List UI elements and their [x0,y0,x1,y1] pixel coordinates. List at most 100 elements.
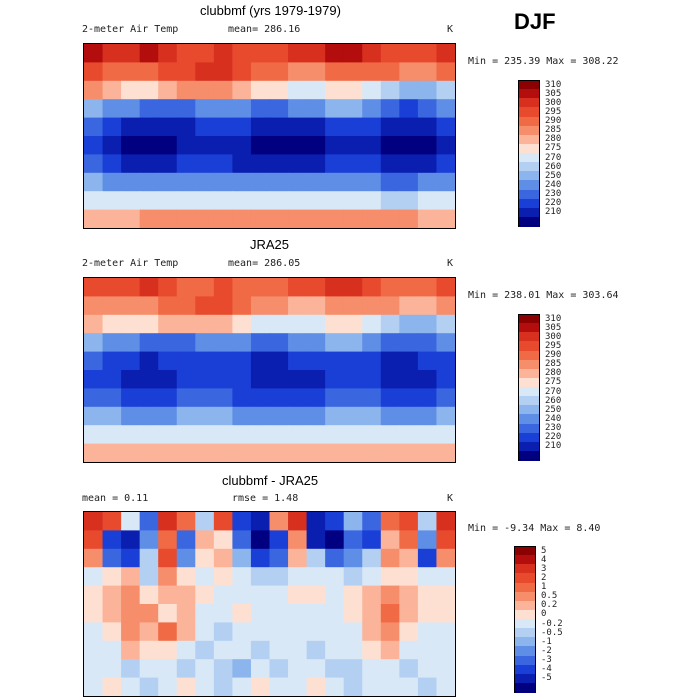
panel-2-heatmap [84,278,455,462]
colorbar-tick-label: 285 [545,125,562,136]
heatmap-cell [269,425,289,445]
heatmap-cell [195,567,215,587]
heatmap-cell [195,640,215,660]
heatmap-cell [158,296,178,316]
heatmap-cell [213,640,233,660]
heatmap-cell [195,80,215,100]
heatmap-cell [195,44,215,63]
heatmap-cell [380,370,400,389]
heatmap-cell [269,62,289,82]
heatmap-cell [158,604,178,623]
heatmap-cell [84,351,104,371]
heatmap-cell [121,172,141,192]
heatmap-cell [288,44,308,63]
colorbar-tick-label: 260 [545,395,562,406]
heatmap-cell [288,333,308,353]
heatmap-cell [84,567,104,587]
heatmap-cell [436,351,455,371]
heatmap-cell [139,80,159,100]
heatmap-cell [362,154,382,174]
heatmap-cell [121,191,141,211]
heatmap-cell [158,314,178,334]
heatmap-cell [325,622,345,642]
heatmap-cell [195,136,215,155]
heatmap-cell [436,659,455,679]
heatmap-cell [362,659,382,679]
heatmap-cell [269,117,289,137]
heatmap-cell [176,388,196,408]
heatmap-cell [213,333,233,353]
heatmap-cell [250,622,271,642]
heatmap-cell [436,677,455,696]
colorbar-tick-label: 260 [545,161,562,172]
heatmap-cell [380,117,400,137]
colorbar-tick-label: 270 [545,386,562,397]
heatmap-cell [325,99,345,119]
heatmap-cell [121,117,141,137]
heatmap-cell [213,44,233,63]
heatmap-cell [325,296,345,316]
heatmap-cell [436,80,455,100]
heatmap-cell [417,314,438,334]
heatmap-cell [195,604,215,623]
heatmap-cell [417,406,438,426]
panel-3-map [83,511,456,697]
heatmap-cell [417,585,438,605]
heatmap-cell [325,425,345,445]
heatmap-cell [195,154,215,174]
heatmap-cell [288,351,308,371]
heatmap-cell [250,640,271,660]
heatmap-cell [232,172,252,192]
heatmap-cell [195,278,215,297]
heatmap-cell [288,567,308,587]
heatmap-cell [195,62,215,82]
heatmap-cell [288,154,308,174]
heatmap-cell [139,209,159,228]
heatmap-cell [288,512,308,531]
colorbar-frame [518,314,540,460]
heatmap-cell [343,44,363,63]
heatmap-cell [306,370,326,389]
heatmap-cell [343,512,363,531]
heatmap-cell [380,512,400,531]
heatmap-cell [213,191,233,211]
heatmap-cell [399,154,419,174]
heatmap-cell [121,154,141,174]
heatmap-cell [380,314,400,334]
heatmap-cell [84,604,104,623]
heatmap-cell [195,172,215,192]
heatmap-cell [325,136,345,155]
heatmap-cell [343,314,363,334]
heatmap-cell [232,44,252,63]
heatmap-cell [213,278,233,297]
panel-2-map [83,277,456,463]
heatmap-cell [250,443,271,462]
heatmap-cell [250,80,271,100]
panel-2-minmax: Min = 238.01 Max = 303.64 [468,290,619,301]
heatmap-cell [436,530,455,550]
heatmap-cell [232,622,252,642]
heatmap-cell [436,62,455,82]
heatmap-cell [176,278,196,297]
heatmap-cell [232,314,252,334]
heatmap-cell [306,443,326,462]
heatmap-cell [250,296,271,316]
heatmap-cell [158,278,178,297]
panel-1-variable-label: 2-meter Air Temp [82,24,179,35]
heatmap-cell [343,333,363,353]
heatmap-cell [84,640,104,660]
heatmap-cell [195,314,215,334]
heatmap-cell [362,604,382,623]
heatmap-cell [436,333,455,353]
heatmap-cell [380,585,400,605]
heatmap-cell [417,548,438,568]
heatmap-cell [288,659,308,679]
heatmap-cell [269,296,289,316]
heatmap-cell [139,191,159,211]
heatmap-cell [158,567,178,587]
heatmap-cell [139,406,159,426]
heatmap-cell [84,80,104,100]
heatmap-cell [288,172,308,192]
heatmap-cell [417,512,438,531]
heatmap-cell [399,99,419,119]
